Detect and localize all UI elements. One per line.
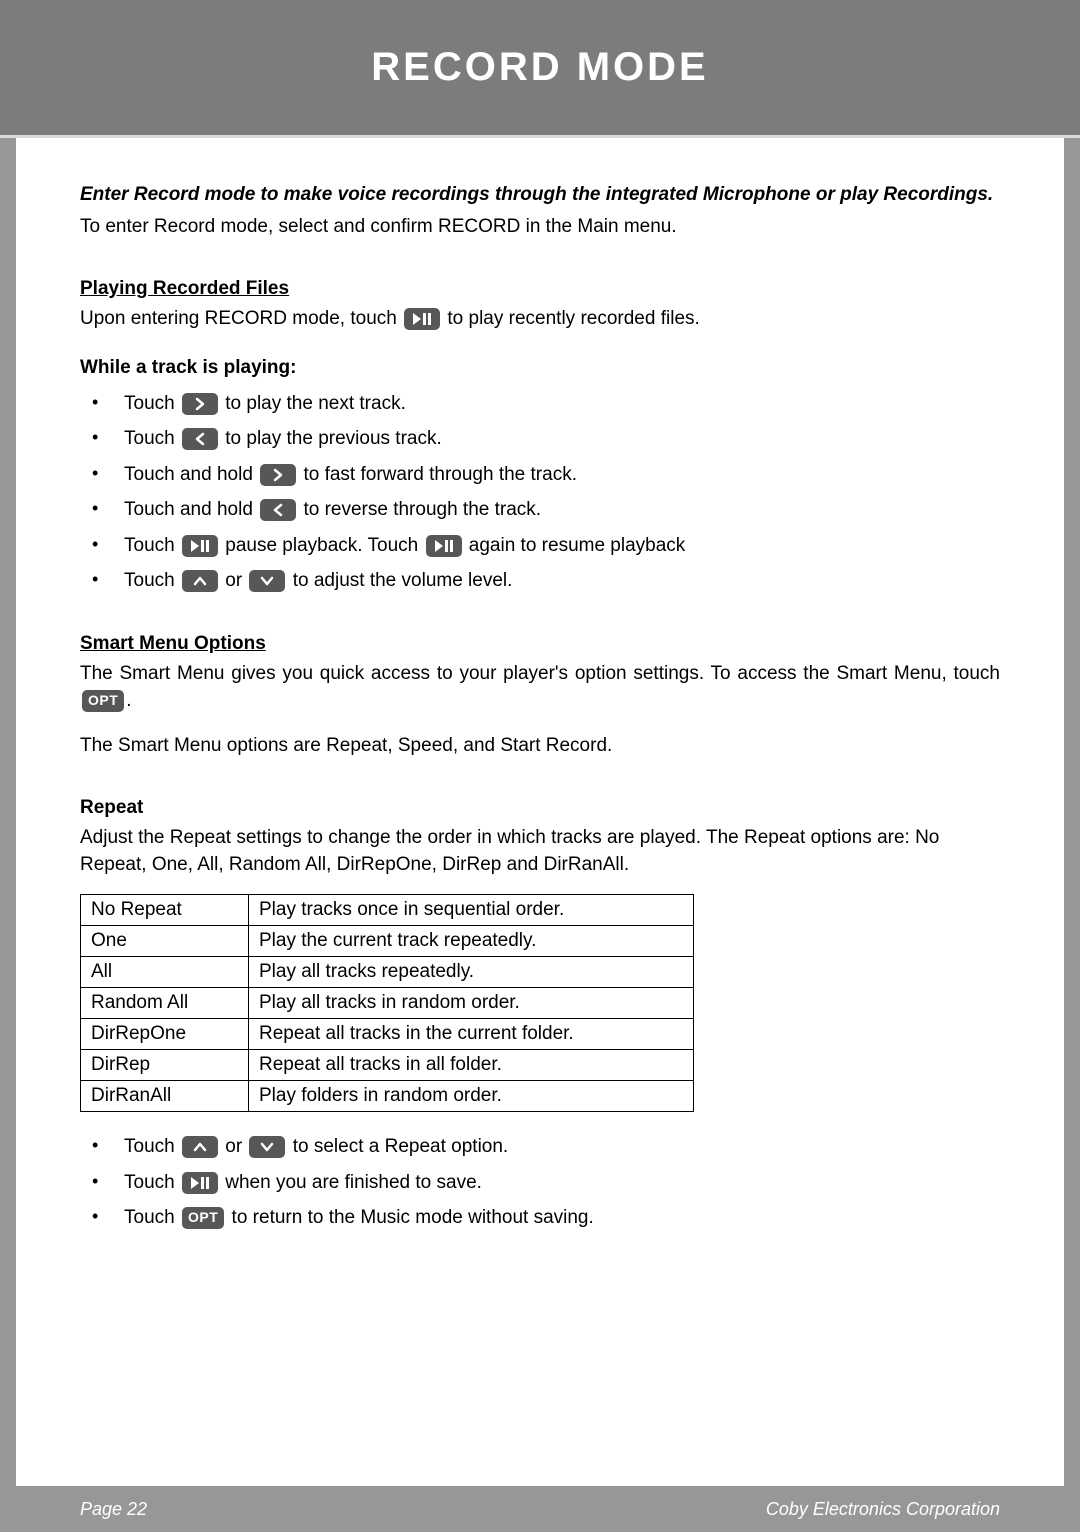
text-fragment: or bbox=[225, 570, 247, 591]
list-item: Touch to play the next track. bbox=[80, 389, 1000, 418]
next-icon bbox=[260, 464, 296, 486]
table-row: OnePlay the current track repeatedly. bbox=[81, 926, 694, 957]
text-fragment: when you are finished to save. bbox=[225, 1172, 482, 1193]
repeat-option-name: One bbox=[81, 926, 249, 957]
repeat-option-name: All bbox=[81, 957, 249, 988]
smartmenu-heading: Smart Menu Options bbox=[80, 633, 1000, 655]
footer-company: Coby Electronics Corporation bbox=[766, 1499, 1000, 1520]
next-icon bbox=[182, 393, 218, 415]
smartmenu-p1: The Smart Menu gives you quick access to… bbox=[80, 661, 1000, 714]
list-item: Touch OPT to return to the Music mode wi… bbox=[80, 1203, 1000, 1232]
text-fragment: Upon entering RECORD mode, touch bbox=[80, 308, 402, 329]
repeat-option-desc: Play folders in random order. bbox=[249, 1081, 694, 1112]
repeat-option-desc: Repeat all tracks in all folder. bbox=[249, 1050, 694, 1081]
text-fragment: Touch bbox=[124, 393, 180, 414]
smartmenu-p2: The Smart Menu options are Repeat, Speed… bbox=[80, 733, 1000, 760]
opt-icon: OPT bbox=[182, 1207, 224, 1229]
repeat-option-name: DirRanAll bbox=[81, 1081, 249, 1112]
repeat-bullets: Touch or to select a Repeat option. Touc… bbox=[80, 1132, 1000, 1232]
table-row: DirRanAllPlay folders in random order. bbox=[81, 1081, 694, 1112]
repeat-option-desc: Repeat all tracks in the current folder. bbox=[249, 1019, 694, 1050]
text-fragment: pause playback. Touch bbox=[225, 535, 423, 556]
intro-plain: To enter Record mode, select and confirm… bbox=[80, 214, 1000, 241]
play-pause-icon bbox=[182, 535, 218, 557]
repeat-option-name: Random All bbox=[81, 988, 249, 1019]
text-fragment: Touch and hold bbox=[124, 464, 258, 485]
playing-heading: Playing Recorded Files bbox=[80, 278, 1000, 300]
page-content: Enter Record mode to make voice recordin… bbox=[16, 138, 1064, 1486]
table-row: No RepeatPlay tracks once in sequential … bbox=[81, 895, 694, 926]
text-fragment: to adjust the volume level. bbox=[293, 570, 513, 591]
repeat-option-desc: Play all tracks repeatedly. bbox=[249, 957, 694, 988]
repeat-heading: Repeat bbox=[80, 797, 1000, 819]
text-fragment: to return to the Music mode without savi… bbox=[232, 1207, 594, 1228]
list-item: Touch pause playback. Touch again to res… bbox=[80, 531, 1000, 560]
play-pause-icon bbox=[404, 308, 440, 330]
text-fragment: Touch bbox=[124, 1207, 180, 1228]
repeat-option-name: No Repeat bbox=[81, 895, 249, 926]
text-fragment: . bbox=[126, 690, 131, 711]
footer: Page 22 Coby Electronics Corporation bbox=[0, 1486, 1080, 1532]
list-item: Touch or to adjust the volume level. bbox=[80, 566, 1000, 595]
repeat-option-desc: Play tracks once in sequential order. bbox=[249, 895, 694, 926]
list-item: Touch and hold to reverse through the tr… bbox=[80, 495, 1000, 524]
text-fragment: to reverse through the track. bbox=[303, 499, 541, 520]
while-heading: While a track is playing: bbox=[80, 357, 1000, 379]
table-row: AllPlay all tracks repeatedly. bbox=[81, 957, 694, 988]
intro-bold: Enter Record mode to make voice recordin… bbox=[80, 182, 1000, 208]
opt-icon: OPT bbox=[82, 690, 124, 712]
list-item: Touch when you are finished to save. bbox=[80, 1168, 1000, 1197]
text-fragment: to fast forward through the track. bbox=[303, 464, 577, 485]
text-fragment: Touch bbox=[124, 1172, 180, 1193]
play-pause-icon bbox=[182, 1172, 218, 1194]
down-icon bbox=[249, 570, 285, 592]
up-icon bbox=[182, 570, 218, 592]
text-fragment: Touch and hold bbox=[124, 499, 258, 520]
page-title: RECORD MODE bbox=[371, 45, 708, 90]
up-icon bbox=[182, 1136, 218, 1158]
table-row: DirRepRepeat all tracks in all folder. bbox=[81, 1050, 694, 1081]
down-icon bbox=[249, 1136, 285, 1158]
text-fragment: to play the next track. bbox=[225, 393, 406, 414]
list-item: Touch and hold to fast forward through t… bbox=[80, 460, 1000, 489]
repeat-intro: Adjust the Repeat settings to change the… bbox=[80, 825, 1000, 878]
repeat-option-name: DirRepOne bbox=[81, 1019, 249, 1050]
table-row: DirRepOneRepeat all tracks in the curren… bbox=[81, 1019, 694, 1050]
text-fragment: to play recently recorded files. bbox=[447, 308, 699, 329]
text-fragment: Touch bbox=[124, 1136, 180, 1157]
playing-line1: Upon entering RECORD mode, touch to play… bbox=[80, 306, 1000, 333]
repeat-option-desc: Play all tracks in random order. bbox=[249, 988, 694, 1019]
text-fragment: Touch bbox=[124, 570, 180, 591]
prev-icon bbox=[260, 499, 296, 521]
list-item: Touch or to select a Repeat option. bbox=[80, 1132, 1000, 1161]
text-fragment: to play the previous track. bbox=[225, 428, 442, 449]
page-number: Page 22 bbox=[80, 1499, 147, 1520]
repeat-option-desc: Play the current track repeatedly. bbox=[249, 926, 694, 957]
header-bar: RECORD MODE bbox=[0, 0, 1080, 138]
text-fragment: to select a Repeat option. bbox=[293, 1136, 508, 1157]
prev-icon bbox=[182, 428, 218, 450]
repeat-option-name: DirRep bbox=[81, 1050, 249, 1081]
text-fragment: or bbox=[225, 1136, 247, 1157]
table-row: Random AllPlay all tracks in random orde… bbox=[81, 988, 694, 1019]
play-pause-icon bbox=[426, 535, 462, 557]
text-fragment: The Smart Menu gives you quick access to… bbox=[80, 663, 1000, 684]
text-fragment: Touch bbox=[124, 428, 180, 449]
text-fragment: Touch bbox=[124, 535, 180, 556]
playing-bullets: Touch to play the next track. Touch to p… bbox=[80, 389, 1000, 596]
text-fragment: again to resume playback bbox=[469, 535, 686, 556]
repeat-table: No RepeatPlay tracks once in sequential … bbox=[80, 894, 694, 1112]
list-item: Touch to play the previous track. bbox=[80, 424, 1000, 453]
